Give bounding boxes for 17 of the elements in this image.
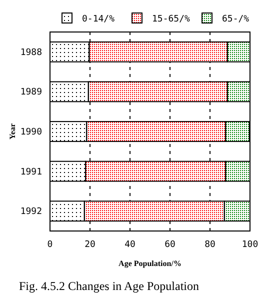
x-tick-label: 40 — [124, 240, 136, 250]
x-tick-label: 60 — [164, 240, 176, 250]
x-tick-label: 0 — [47, 240, 53, 250]
legend-label: 15-65/% — [152, 14, 191, 24]
y-tick-label: 1992 — [20, 207, 42, 218]
y-tick-label: 1989 — [20, 88, 42, 98]
legend-label: 65-/% — [222, 14, 250, 24]
y-tick-label: 1988 — [20, 48, 42, 58]
legend-label: 0-14/% — [82, 14, 116, 24]
x-tick-label: 100 — [242, 240, 258, 250]
y-tick-label: 1991 — [20, 167, 42, 178]
text: Fig. 4.5.2 Changes in Age Population — [19, 279, 199, 293]
y-tick-label: 1990 — [20, 128, 42, 138]
x-tick-label: 80 — [204, 240, 216, 250]
x-tick-label: 20 — [84, 240, 96, 250]
y-axis-title: Year — [8, 123, 17, 140]
x-axis-title: Age Population/% — [118, 259, 182, 268]
